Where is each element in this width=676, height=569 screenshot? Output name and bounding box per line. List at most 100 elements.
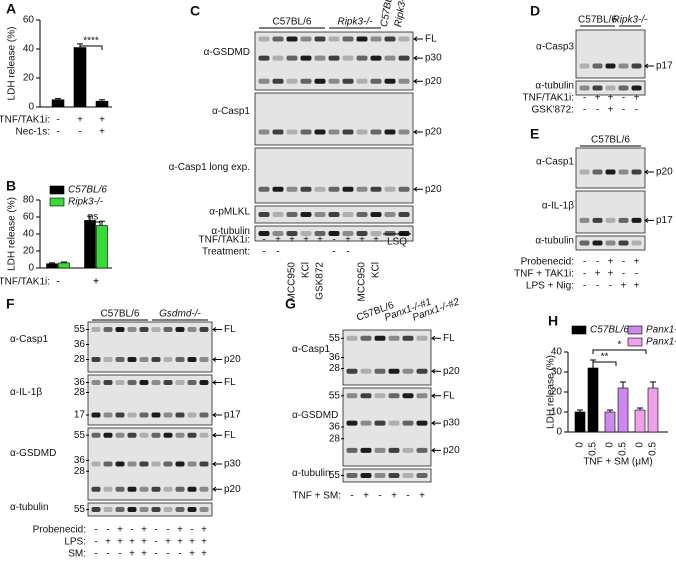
significance-label: ns — [88, 212, 99, 223]
band — [199, 412, 209, 418]
band — [356, 78, 368, 84]
band — [127, 357, 137, 362]
y-tick-label: 20 — [551, 387, 563, 398]
band — [91, 327, 101, 332]
band — [272, 231, 284, 236]
band — [398, 55, 410, 61]
condition-value: - — [154, 525, 157, 536]
legend-label: Panx1-/-#2 — [646, 337, 676, 348]
panel-label: D — [530, 3, 540, 19]
x-tick-label: 0.5 — [648, 442, 659, 456]
band — [384, 78, 396, 84]
row-label: α-Casp1 — [536, 157, 574, 168]
blot-strip — [575, 29, 646, 79]
error-bar — [650, 381, 656, 388]
marker-arrow — [431, 420, 441, 426]
band — [402, 473, 414, 478]
band — [199, 461, 209, 467]
band — [398, 129, 410, 135]
band — [139, 486, 149, 492]
band — [416, 393, 428, 399]
band — [374, 335, 386, 341]
footer-label: LSQ — [387, 237, 407, 248]
band — [139, 507, 149, 512]
band — [388, 473, 400, 478]
condition-label: TNF/TAK1i: — [0, 115, 50, 126]
band — [139, 461, 149, 467]
marker-arrow — [431, 447, 441, 453]
marker-arrow — [644, 217, 654, 223]
condition-value: + — [345, 235, 351, 246]
y-tick-label: 60 — [23, 15, 35, 26]
condition-value: - — [262, 247, 265, 258]
band — [618, 85, 629, 91]
band — [258, 212, 270, 217]
band — [416, 420, 428, 426]
bar — [647, 387, 659, 433]
error-bar — [55, 98, 61, 100]
condition-value: - — [56, 127, 59, 138]
band — [103, 327, 113, 332]
marker-arrow — [644, 169, 654, 175]
band — [103, 357, 113, 362]
band — [356, 36, 368, 42]
marker-arrow — [212, 327, 222, 332]
marker-label: FL — [224, 430, 236, 441]
row-label: α-Casp3 — [536, 41, 574, 52]
band — [314, 36, 326, 42]
band — [370, 55, 382, 61]
condition-value: + — [177, 537, 183, 548]
bar — [51, 99, 65, 108]
condition-value: + — [117, 537, 123, 548]
band — [342, 129, 354, 135]
lane-label: MCC950 — [357, 262, 368, 302]
mw-label: 28 — [74, 466, 86, 477]
mw-label: 55 — [329, 470, 341, 481]
band — [199, 432, 209, 438]
marker-label: p20 — [443, 366, 460, 377]
condition-value: + — [359, 235, 365, 246]
band — [605, 240, 616, 246]
condition-value: - — [346, 247, 349, 258]
marker-label: p20 — [443, 445, 460, 456]
band — [163, 357, 173, 362]
condition-label: Probenecid: — [33, 525, 86, 536]
band — [592, 85, 603, 91]
condition-value: + — [317, 235, 323, 246]
marker-label: p20 — [656, 167, 673, 178]
band — [127, 461, 137, 467]
panel-label: B — [6, 178, 16, 194]
mw-label: 28 — [74, 387, 86, 398]
condition-value: + — [595, 269, 601, 280]
band — [592, 63, 603, 69]
x-axis-label: TNF + SM (μM) — [583, 457, 652, 468]
band — [402, 447, 414, 453]
mw-label: 55 — [329, 333, 341, 344]
y-axis-label: LDH release (%) — [546, 355, 557, 429]
condition-value: - — [635, 269, 638, 280]
band — [300, 129, 312, 135]
band — [103, 380, 113, 385]
condition-value: - — [596, 257, 599, 268]
bar — [84, 220, 96, 269]
condition-value: + — [419, 491, 425, 502]
y-tick-label: 0 — [28, 263, 34, 274]
condition-value: - — [178, 549, 181, 560]
y-tick-label: 40 — [23, 229, 35, 240]
condition-value: - — [166, 549, 169, 560]
legend-label: Ripk3-/- — [68, 197, 104, 208]
bar — [604, 411, 616, 433]
x-tick-label: - — [56, 277, 59, 288]
band — [272, 36, 284, 42]
marker-arrow — [644, 63, 654, 69]
band — [314, 231, 326, 236]
band — [370, 36, 382, 42]
band — [115, 432, 125, 438]
condition-value: - — [583, 93, 586, 104]
band — [328, 231, 340, 236]
condition-value: - — [596, 105, 599, 116]
lane-label: GSK872 — [315, 262, 326, 300]
panel-label: E — [530, 126, 539, 142]
band — [91, 507, 101, 512]
significance-label: ** — [601, 352, 609, 363]
